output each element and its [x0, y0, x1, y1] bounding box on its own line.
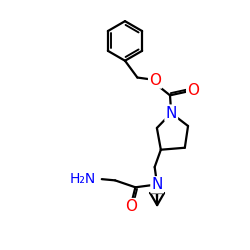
Text: H₂N: H₂N	[70, 172, 96, 186]
Text: N: N	[166, 106, 177, 121]
Text: O: O	[125, 199, 137, 214]
Text: N: N	[152, 177, 163, 192]
Text: O: O	[187, 84, 199, 98]
Text: O: O	[149, 72, 161, 88]
